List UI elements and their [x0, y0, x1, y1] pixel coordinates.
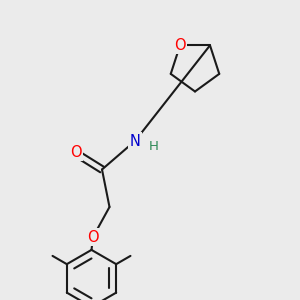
Text: H: H	[149, 140, 158, 153]
Text: N: N	[130, 134, 140, 148]
Text: O: O	[70, 145, 81, 160]
Text: O: O	[174, 38, 186, 53]
Text: O: O	[87, 230, 99, 244]
